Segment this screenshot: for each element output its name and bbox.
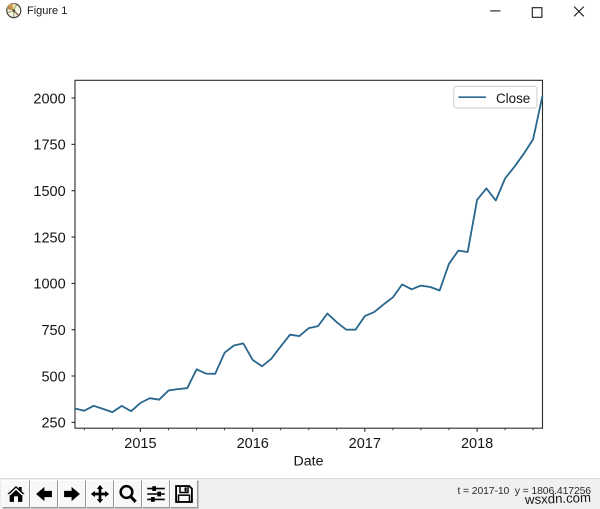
svg-text:500: 500 — [41, 369, 65, 385]
svg-text:1250: 1250 — [33, 230, 65, 246]
svg-text:2016: 2016 — [237, 436, 269, 452]
svg-text:1000: 1000 — [33, 277, 65, 293]
svg-text:750: 750 — [41, 323, 65, 339]
svg-text:Date: Date — [294, 454, 324, 470]
svg-text:2017: 2017 — [349, 436, 381, 452]
svg-text:Close: Close — [496, 91, 530, 106]
svg-text:1500: 1500 — [33, 184, 65, 200]
svg-text:2000: 2000 — [33, 91, 65, 107]
svg-text:2015: 2015 — [124, 436, 156, 452]
svg-text:250: 250 — [41, 416, 65, 432]
svg-text:1750: 1750 — [33, 138, 65, 154]
svg-text:2018: 2018 — [461, 436, 493, 452]
